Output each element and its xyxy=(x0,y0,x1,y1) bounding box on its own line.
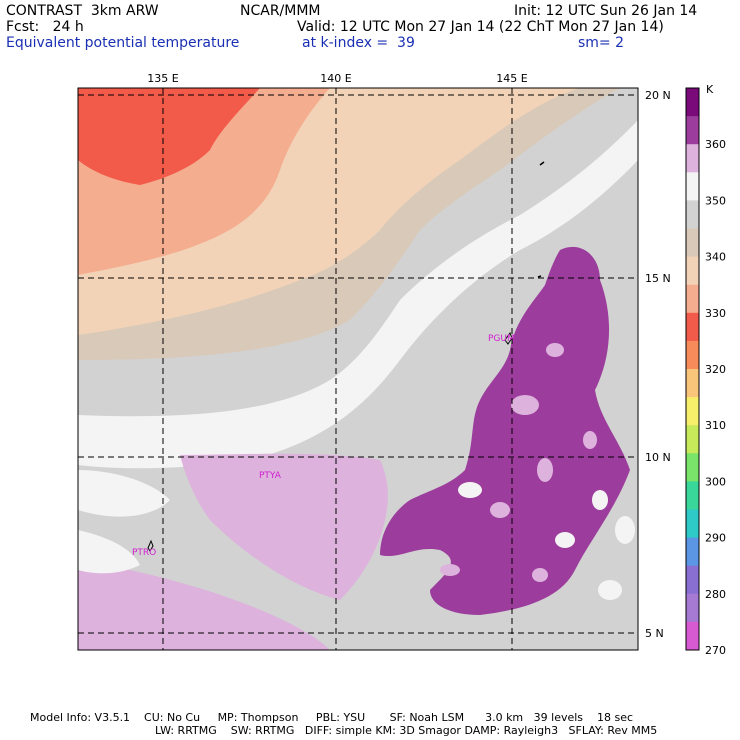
island-outline xyxy=(539,161,545,166)
lat-label-20n: 20 N xyxy=(645,89,671,102)
colorbar-swatch xyxy=(686,593,699,623)
colorbar-tick-label: 320 xyxy=(705,363,726,376)
model-title: CONTRAST 3km ARW xyxy=(6,3,159,19)
colorbar-swatch xyxy=(686,172,699,201)
valid-time: Valid: 12 UTC Mon 27 Jan 14 (22 ChT Mon … xyxy=(297,19,664,35)
colorbar-swatch xyxy=(686,200,699,229)
colorbar-swatch xyxy=(686,537,699,567)
colorbar-tick-label: 300 xyxy=(705,475,726,488)
forecast-hour: Fcst: 24 h xyxy=(6,19,84,35)
map-frame xyxy=(77,87,639,651)
palau-outline xyxy=(147,539,154,552)
model-info-line2: LW: RRTMG SW: RRTMG DIFF: simple KM: 3D … xyxy=(155,724,658,737)
colorbar-tick-label: 280 xyxy=(705,588,726,601)
guam-outline xyxy=(504,331,513,345)
colorbar-tick-label: 350 xyxy=(705,194,726,207)
colorbar-swatch xyxy=(686,453,699,482)
colorbar-tick-label: 310 xyxy=(705,419,726,432)
theta-e-field xyxy=(78,88,638,650)
colorbar-swatch xyxy=(686,481,699,510)
colorbar-swatch xyxy=(686,284,699,314)
colorbar-frame xyxy=(685,87,700,651)
colorbar-swatch xyxy=(686,621,699,651)
colorbar-swatch xyxy=(686,509,699,539)
smoothing-info: sm= 2 xyxy=(578,35,625,51)
colorbar-unit: K xyxy=(706,83,714,96)
island-outline xyxy=(537,275,542,278)
colorbar-swatch xyxy=(686,425,699,454)
colorbar-tick-label: 340 xyxy=(705,251,726,264)
colorbar-labels: 360 350 340 330 320 310 300 290 280 270 xyxy=(705,138,726,657)
lon-label-145: 145 E xyxy=(496,72,527,85)
colorbar-tick-label: 360 xyxy=(705,138,726,151)
colorbar-swatch xyxy=(686,312,699,342)
colorbar-swatch xyxy=(686,228,699,258)
init-time: Init: 12 UTC Sun 26 Jan 14 xyxy=(514,3,698,19)
colorbar-swatch xyxy=(686,340,699,370)
colorbar-swatch xyxy=(686,369,699,398)
station-label-ptya: PTYA xyxy=(259,471,282,481)
lon-label-135: 135 E xyxy=(147,72,178,85)
lon-label-140: 140 E xyxy=(320,72,351,85)
colorbar-swatch xyxy=(686,397,699,426)
organization-label: NCAR/MMM xyxy=(240,3,321,19)
graticule xyxy=(78,88,638,650)
lat-label-5n: 5 N xyxy=(645,627,664,640)
colorbar-tick-label: 330 xyxy=(705,307,726,320)
station-label-ptro: PTRO xyxy=(132,548,156,558)
level-info: at k-index = 39 xyxy=(302,35,415,51)
field-name: Equivalent potential temperature xyxy=(6,35,240,51)
lat-label-10n: 10 N xyxy=(645,451,671,464)
colorbar-swatch xyxy=(686,256,699,286)
colorbar-swatch xyxy=(686,144,699,173)
lat-label-15n: 15 N xyxy=(645,272,671,285)
model-info-line1: Model Info: V3.5.1 CU: No Cu MP: Thompso… xyxy=(30,711,634,724)
station-label-pgum: PGUM xyxy=(488,334,515,344)
colorbar xyxy=(685,87,700,651)
colorbar-tick-label: 290 xyxy=(705,532,726,545)
colorbar-swatch xyxy=(686,565,699,595)
colorbar-swatch xyxy=(686,116,699,145)
colorbar-swatch xyxy=(686,88,699,117)
colorbar-tick-label: 270 xyxy=(705,644,726,657)
